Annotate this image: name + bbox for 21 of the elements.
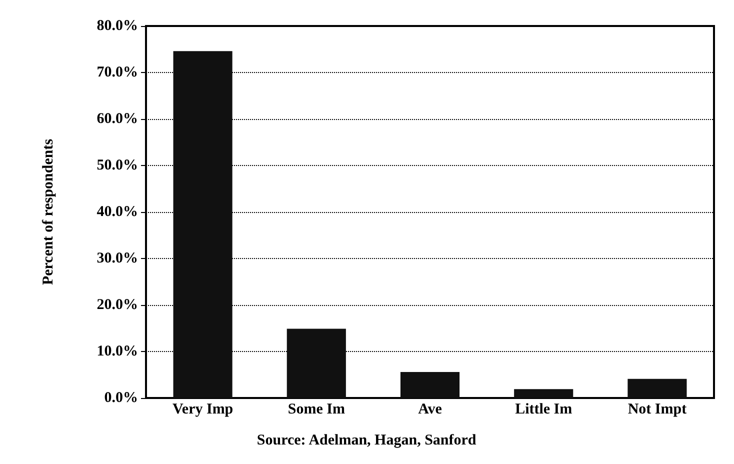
y-tick-label: 60.0% [96, 111, 138, 127]
y-tick-label: 40.0% [96, 204, 138, 220]
x-tick-label: Some Im [288, 402, 346, 418]
x-tick-label: Little Im [515, 402, 573, 418]
bar [514, 389, 574, 398]
y-tick-label: 70.0% [96, 64, 138, 80]
y-tick-label: 20.0% [96, 297, 138, 313]
y-tick-label: 10.0% [96, 344, 138, 360]
source-note: Source: Adelman, Hagan, Sanford [256, 432, 477, 448]
bar [173, 51, 232, 398]
y-tick-label: 30.0% [96, 250, 138, 266]
bar [628, 378, 687, 398]
y-tick-label: 50.0% [96, 158, 138, 174]
y-tick-label: 80.0% [96, 18, 138, 34]
x-tick-label: Ave [418, 402, 442, 418]
bar [400, 372, 460, 398]
bar [286, 328, 346, 398]
x-tick-label: Not Impt [628, 402, 687, 418]
x-tick-label: Very Imp [172, 402, 234, 418]
y-tick-label: 0.0% [104, 390, 138, 406]
y-axis-title: Percent of respondents [40, 138, 56, 286]
